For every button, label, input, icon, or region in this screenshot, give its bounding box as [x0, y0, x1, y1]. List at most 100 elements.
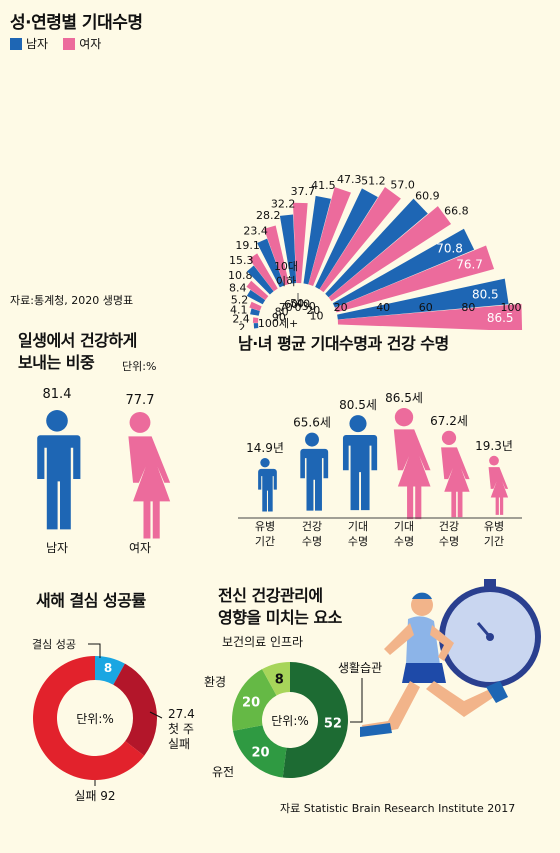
chart3-title: 남·녀 평균 기대수명과 건강 수명 — [238, 334, 449, 353]
radial-bar-male — [250, 308, 260, 316]
chart2-value-label: 81.4 — [43, 387, 72, 402]
male-icon-head — [46, 410, 68, 432]
donut2-label-genetics: 유전 — [212, 765, 234, 779]
radial-value-label-female: 47.3 — [337, 173, 362, 186]
legend-female-swatch — [63, 37, 76, 50]
donut1-fail-label: 실패 92 — [74, 789, 115, 803]
radial-age-chart: 22.44.15.28.410.8 15.3 19.1 23.4 28.232.237.… — [228, 173, 523, 330]
donut2-leader-lifestyle — [350, 678, 363, 723]
donut1-first-week-label-line2: 실패 — [168, 737, 190, 751]
male-icon-body — [256, 468, 277, 512]
radial-value-label-male: 23.4 — [243, 224, 268, 237]
female-icon-body — [393, 429, 431, 520]
chart3-value-label: 14.9년 — [246, 441, 284, 455]
legend-female-label: 여자 — [79, 37, 102, 51]
chart3-category-label: 수명 — [439, 535, 459, 548]
radial-category-label: 90 — [272, 311, 286, 324]
radial-category-label: 50 — [290, 297, 304, 310]
radial-value-label-male: 41.5 — [311, 179, 336, 192]
female-icon-body — [128, 436, 171, 539]
donut2-slice-lifestyle — [282, 662, 349, 778]
chart1-source: 자료:통계청, 2020 생명표 — [10, 294, 134, 307]
stopwatch-crown-icon — [484, 579, 496, 589]
radial-value-label-female: 66.8 — [444, 204, 469, 217]
female-icon-head — [394, 408, 414, 427]
radial-category-label: 이하 — [276, 274, 296, 288]
runner-headphones-icon — [412, 592, 432, 599]
radial-value-label-male: 2 — [238, 322, 245, 330]
radial-category-label: 10 — [309, 309, 323, 322]
radial-bar-male — [325, 198, 428, 298]
chart4-title: 새해 결심 성공률 — [36, 591, 146, 610]
radial-axis-tick-label: 80 — [461, 301, 475, 314]
chart3-value-label: 80.5세 — [339, 398, 377, 412]
radial-category-label: 60 — [284, 298, 298, 311]
chart1-legend: 남자 여자 — [10, 33, 111, 52]
donut2-value-label: 20 — [242, 696, 260, 711]
chart3-category-label: 기대 — [394, 520, 414, 533]
female-icon-head — [129, 412, 151, 433]
radial-bar-male — [257, 238, 285, 288]
legend-male-label: 남자 — [26, 37, 49, 51]
radial-axis-tick-label: 40 — [376, 301, 390, 314]
radial-bar-female — [308, 187, 351, 286]
radial-value-label-male: 8.4 — [229, 282, 247, 295]
radial-value-label-male: 4.1 — [230, 303, 248, 316]
runner-leg-front-icon — [426, 681, 494, 717]
radial-value-label-female: 2.4 — [232, 312, 250, 325]
legend-male-swatch — [10, 37, 22, 50]
chart3-category-label: 기간 — [255, 535, 275, 548]
radial-bar-female — [249, 301, 262, 311]
radial-value-label-male: 32.2 — [271, 197, 296, 210]
runner-illustration — [360, 579, 541, 737]
radial-value-label-female: 5.2 — [231, 293, 249, 306]
chart2-value-label: 77.7 — [126, 393, 155, 408]
radial-value-label-female: 10.8 — [228, 269, 253, 282]
female-icon-head — [441, 430, 457, 446]
radial-category-label: 40 — [296, 298, 310, 311]
radial-category-label: 80 — [275, 306, 289, 319]
radial-bar-male — [253, 323, 259, 329]
stopwatch-center-icon — [486, 633, 494, 641]
radial-value-label-female: 19.1 — [235, 239, 260, 252]
chart3-category-label: 수명 — [302, 535, 322, 548]
radial-value-label-male: 51.2 — [361, 175, 386, 188]
radial-value-label-female: 86.5 — [487, 311, 514, 325]
radial-bar-male — [332, 228, 475, 308]
radial-category-label: 10대 — [274, 260, 298, 273]
female-icon-head — [489, 455, 499, 466]
donut1-center-label: 단위:% — [76, 712, 114, 726]
radial-bar-female — [263, 225, 290, 286]
radial-bar-female — [337, 303, 523, 330]
radial-value-label-female: 57.0 — [390, 179, 415, 192]
donut1-success-value: 8 — [104, 661, 112, 675]
male-icon-head — [305, 432, 319, 447]
male-icon-head — [260, 458, 270, 468]
radial-bar-male — [246, 289, 266, 305]
chart3-category-label: 수명 — [394, 535, 414, 548]
chart3-category-label: 기대 — [348, 520, 368, 533]
donut2-slice-infrastructure — [262, 662, 290, 696]
donut2-label-infrastructure: 보건의료 인프라 — [222, 635, 303, 649]
male-icon-body — [36, 435, 81, 530]
chart3-category-label: 기간 — [484, 535, 504, 548]
radial-bar-male — [337, 278, 509, 320]
radial-category-label: 30 — [302, 300, 316, 313]
donut1-success-label: 결심 성공 — [32, 638, 76, 651]
runner-arm-front-icon — [430, 625, 454, 661]
radial-bar-female — [292, 202, 308, 284]
chart2-category-label: 남자 — [46, 541, 68, 555]
donut1-first-week-leader — [149, 711, 163, 719]
donut2-slice-environment — [232, 669, 277, 731]
radial-value-label-male: 15.3 — [229, 254, 254, 267]
chart3-category-label: 수명 — [348, 535, 368, 548]
runner-shirt-icon — [406, 616, 440, 665]
donut2-label-lifestyle: 생활습관 — [338, 661, 382, 675]
chart3-category-label: 유병 — [484, 520, 504, 533]
chart2-category-label: 여자 — [129, 541, 151, 555]
radial-category-label: 100세+ — [258, 317, 298, 330]
chart1-title: 성·연령별 기대수명 — [10, 13, 143, 33]
donut2-slice-genetics — [233, 725, 287, 778]
